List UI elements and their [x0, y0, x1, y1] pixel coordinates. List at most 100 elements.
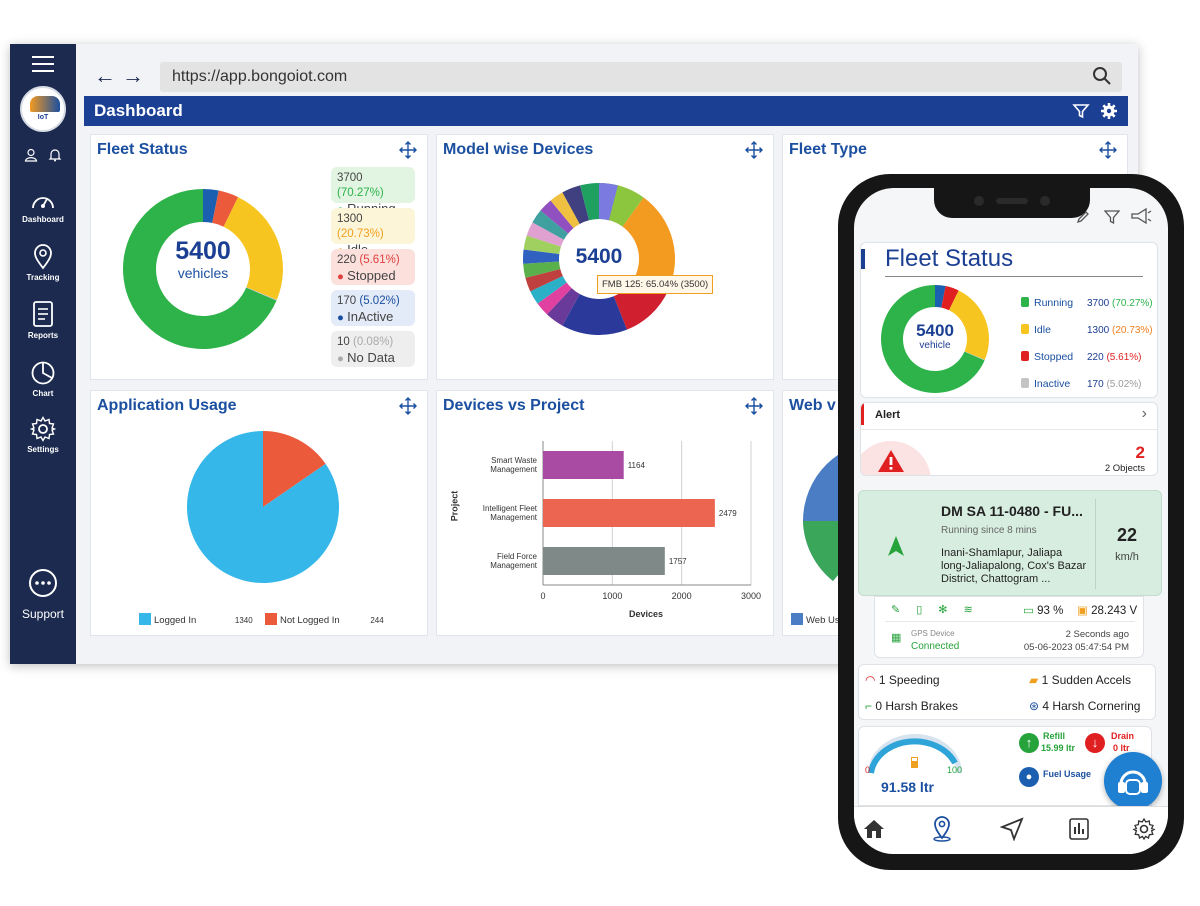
event-harsh-cornering[interactable]: ⊛ 4 Harsh Cornering [1029, 699, 1141, 713]
home-icon[interactable] [862, 817, 886, 841]
model-slice-1[interactable] [622, 197, 675, 292]
water-drop-icon: ● [1019, 767, 1039, 787]
legend-no-data[interactable]: 10 (0.08%) ● No Data [331, 331, 415, 367]
fuel-level: 91.58 ltr [881, 779, 934, 795]
category-label: Intelligent Fleet [483, 504, 538, 513]
mobile-legend-running[interactable]: Running [1021, 297, 1073, 309]
alert-card[interactable]: Alert › 2 2 Objects [860, 402, 1158, 476]
bar-smart-waste-management[interactable] [543, 451, 624, 479]
model-slice-9[interactable] [523, 249, 560, 264]
event-sudden-accels[interactable]: ▰ 1 Sudden Accels [1029, 673, 1131, 687]
user-icon[interactable] [24, 148, 38, 162]
model-slice-7[interactable] [525, 268, 563, 292]
usage-slice-logged-in[interactable] [187, 431, 339, 583]
voltage-level: ▣ 28.243 V [1077, 605, 1138, 617]
fleet-slice-stopped[interactable] [212, 190, 239, 227]
fleet-slice-idle[interactable] [223, 197, 283, 300]
legend-idle[interactable]: 1300 (20.73%) ● Idle [331, 208, 415, 257]
reports-bar-icon[interactable] [1068, 817, 1090, 841]
fleet-slice-inactive[interactable] [203, 189, 219, 223]
sidebar-item-dashboard[interactable]: Dashboard [10, 190, 76, 224]
drain-label: Drain [1111, 731, 1135, 741]
mobile-donut-unit: vehicle [919, 340, 951, 351]
forward-button[interactable]: → [122, 63, 144, 88]
fleet-slice-running[interactable] [123, 189, 277, 349]
model-slice-10[interactable] [523, 235, 561, 254]
support-button[interactable]: Support [10, 566, 76, 621]
sidebar-item-tracking[interactable]: Tracking [10, 244, 76, 282]
bar-value-label: 1164 [628, 461, 646, 470]
mobile-fleet-slice-idle[interactable] [949, 290, 989, 360]
category-label: Management [490, 513, 537, 522]
chevron-right-icon[interactable]: › [1141, 405, 1147, 422]
navigation-icon[interactable] [1000, 817, 1024, 841]
model-slice-8[interactable] [523, 261, 561, 278]
expand-move-icon[interactable] [745, 397, 763, 415]
bar-field-force-management[interactable] [543, 547, 665, 575]
mobile-legend-inactive[interactable]: Inactive [1021, 378, 1070, 390]
expand-move-icon[interactable] [745, 141, 763, 159]
hamburger-menu-icon[interactable] [32, 56, 54, 72]
sidebar-item-settings[interactable]: Settings [10, 416, 76, 454]
model-slice-6[interactable] [530, 276, 567, 304]
mobile-legend-stopped[interactable]: Stopped [1021, 351, 1073, 363]
settings-gear-icon[interactable] [1100, 102, 1118, 120]
drain-down-icon: ↓ [1085, 733, 1105, 753]
legend-inactive[interactable]: 170 (5.02%) ● InActive [331, 290, 415, 326]
mobile-fleet-slice-stopped[interactable] [941, 286, 959, 311]
vehicle-card[interactable]: DM SA 11-0480 - FU... Running since 8 mi… [858, 490, 1162, 596]
model-slice-11[interactable] [526, 222, 564, 247]
fleet-status-donut-chart [123, 189, 283, 349]
event-harsh-brakes[interactable]: ⌐ 0 Harsh Brakes [865, 699, 959, 713]
model-slice-14[interactable] [550, 192, 580, 229]
gear-icon[interactable] [1132, 817, 1156, 841]
mobile-phone: Fleet Status 5400 vehicle Running 3700 (… [838, 174, 1184, 870]
mobile-fleet-slice-no-data[interactable] [964, 351, 985, 361]
card-title: Web v [789, 397, 836, 414]
legend-stopped[interactable]: 220 (5.61%) ● Stopped [331, 249, 415, 285]
model-slice-17[interactable] [599, 183, 618, 221]
mobile-fleet-donut-chart [881, 285, 989, 393]
sidebar-item-reports[interactable]: Reports [10, 300, 76, 340]
filter-icon[interactable] [1072, 102, 1090, 120]
alert-sub: 2 Objects [1104, 463, 1145, 474]
location-pin-icon[interactable] [930, 816, 954, 842]
chip-icon: ▦ [891, 632, 902, 644]
vehicle-status: Running since 8 mins [941, 525, 1037, 536]
back-button[interactable]: ← [94, 63, 116, 88]
model-slice-4[interactable] [546, 288, 580, 326]
mobile-fleet-slice-running[interactable] [881, 285, 985, 393]
model-slice-5[interactable] [537, 282, 572, 315]
usage-slice-not-logged-in[interactable] [263, 431, 326, 507]
bar-intelligent-fleet-management[interactable] [543, 499, 715, 527]
event-speeding[interactable]: ◠ 1 Speeding [865, 673, 940, 687]
model-slice-3[interactable] [562, 294, 627, 335]
headset-icon [1118, 770, 1148, 795]
sidebar-item-chart[interactable]: Chart [10, 360, 76, 398]
model-slice-15[interactable] [562, 185, 590, 224]
mobile-fleet-slice-inactive[interactable] [935, 285, 946, 308]
y-axis-label: Project [449, 490, 460, 522]
model-slice-13[interactable] [540, 200, 574, 234]
vehicle-speed-unit: km/h [1115, 551, 1139, 563]
expand-move-icon[interactable] [399, 397, 417, 415]
filter-icon[interactable] [1104, 209, 1120, 225]
mobile-legend-idle[interactable]: Idle [1021, 324, 1051, 336]
search-icon[interactable] [1092, 66, 1112, 86]
model-slice-16[interactable] [580, 183, 599, 221]
sidebar-item-label: Chart [32, 389, 54, 398]
megaphone-icon[interactable] [1130, 208, 1152, 224]
expand-move-icon[interactable] [1099, 141, 1117, 159]
expand-move-icon[interactable] [399, 141, 417, 159]
url-bar[interactable]: https://app.bongoiot.com [160, 62, 1122, 92]
sidebar-item-label: Settings [27, 445, 59, 454]
fleet-slice-no-data[interactable] [246, 287, 277, 301]
app-logo: IoT [20, 86, 66, 132]
mobile-legend-idle-value: 1300 (20.73%) [1087, 325, 1153, 336]
model-slice-12[interactable] [532, 210, 569, 240]
bell-icon[interactable] [48, 148, 62, 162]
floating-support-button[interactable] [1104, 752, 1162, 810]
edit-icon[interactable] [1076, 210, 1090, 224]
legend-running[interactable]: 3700 (70.27%) ● Running [331, 167, 415, 216]
mobile-fleet-status-card: Fleet Status 5400 vehicle Running 3700 (… [860, 242, 1158, 398]
